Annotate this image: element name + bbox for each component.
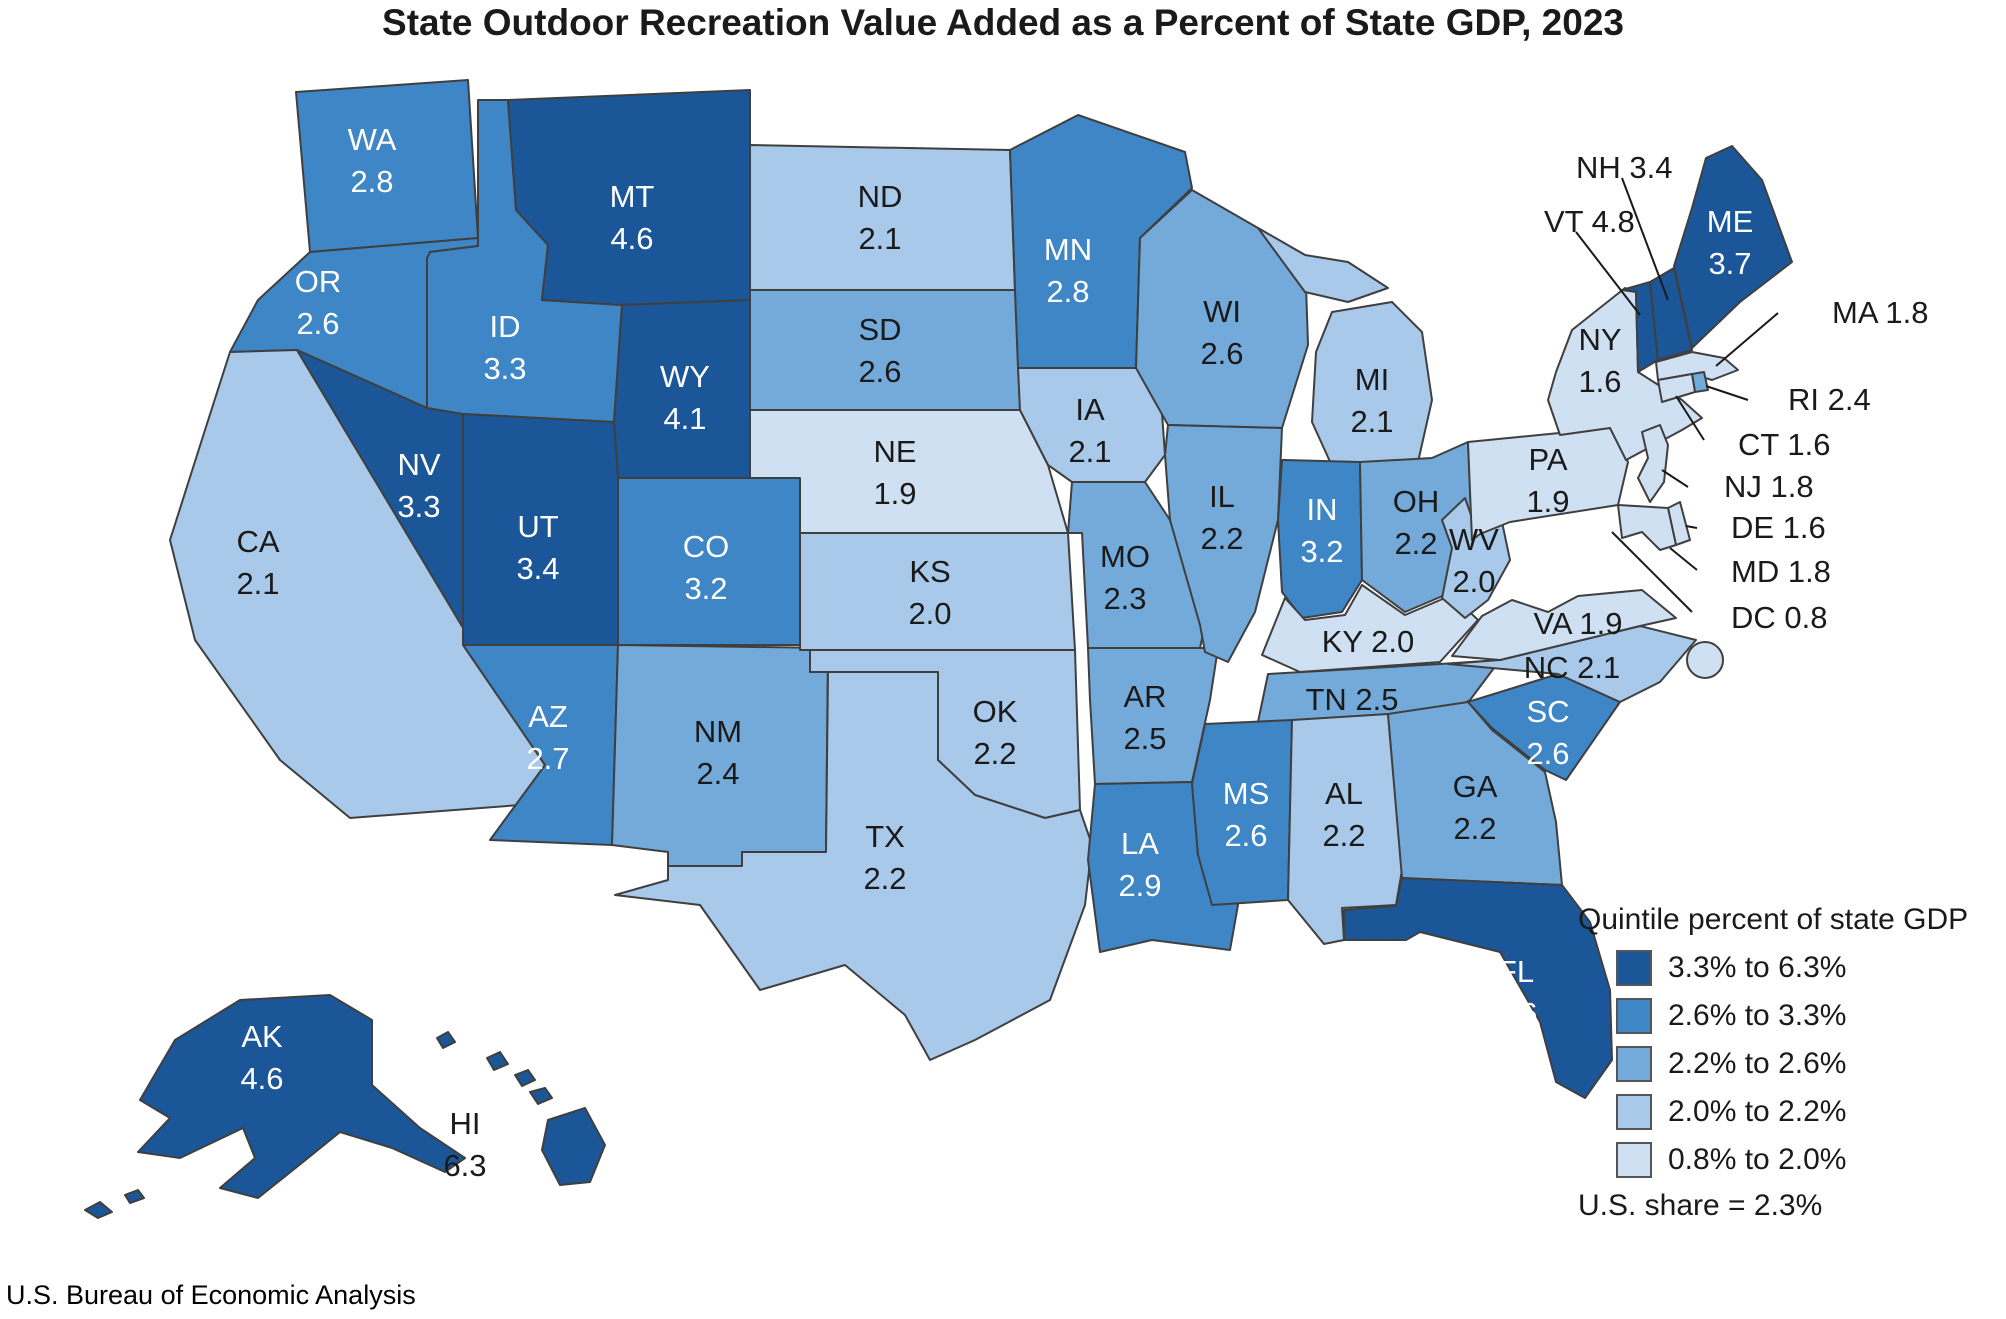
state-ne-label: NE 1.9 bbox=[873, 434, 916, 511]
state-nd-shape bbox=[749, 144, 1016, 291]
state-nd-label: ND 2.1 bbox=[858, 179, 903, 256]
state-mt-shape bbox=[507, 89, 751, 306]
state-oh-label: OH 2.2 bbox=[1393, 484, 1440, 561]
callout-line-nh bbox=[1621, 177, 1669, 301]
state-fl-shape bbox=[1343, 877, 1613, 1099]
state-az-shape bbox=[462, 644, 619, 846]
state-ky-shape bbox=[1261, 584, 1479, 673]
state-hi-label: HI 6.3 bbox=[443, 1106, 486, 1183]
state-sd-label: SD 2.6 bbox=[858, 312, 901, 389]
chart-title: State Outdoor Recreation Value Added as … bbox=[382, 2, 1624, 43]
us-share-note: U.S. share = 2.3% bbox=[1578, 1189, 1823, 1222]
state-ma-label: MA 1.8 bbox=[1832, 295, 1929, 330]
callout-line-de bbox=[1685, 525, 1698, 529]
callout-line-ct bbox=[1675, 395, 1705, 441]
legend-item-quintile-1: 3.3% to 6.3% bbox=[1616, 949, 2003, 987]
callout-line-dc bbox=[1611, 531, 1693, 613]
source-attribution: U.S. Bureau of Economic Analysis bbox=[6, 1280, 416, 1310]
state-il-label: IL 2.2 bbox=[1200, 479, 1243, 556]
legend: Quintile percent of state GDP 3.3% to 6.… bbox=[1578, 903, 2003, 1223]
legend-swatch-quintile-4 bbox=[1616, 1094, 1652, 1130]
state-ga-label: GA 2.2 bbox=[1453, 769, 1498, 846]
state-la-label: LA 2.9 bbox=[1118, 826, 1161, 903]
state-mn-label: MN 2.8 bbox=[1044, 232, 1092, 309]
state-vt-shape bbox=[1621, 281, 1659, 373]
state-ny-shape bbox=[1547, 287, 1703, 461]
state-ok-label: OK 2.2 bbox=[973, 694, 1018, 771]
state-md-label: MD 1.8 bbox=[1731, 554, 1831, 589]
state-ks-shape bbox=[799, 532, 1076, 651]
legend-title: Quintile percent of state GDP bbox=[1578, 903, 1969, 936]
state-tx-shape bbox=[614, 671, 1093, 1061]
legend-swatch-quintile-1 bbox=[1616, 950, 1652, 986]
state-wi-shape bbox=[1135, 189, 1309, 429]
state-al-label: AL 2.2 bbox=[1322, 776, 1365, 853]
state-ct-shape bbox=[1657, 373, 1696, 403]
state-pa-label: PA 1.9 bbox=[1526, 442, 1569, 519]
state-ct-label: CT 1.6 bbox=[1738, 427, 1830, 462]
state-dc-label: DC 0.8 bbox=[1731, 600, 1827, 635]
state-ak-label: AK 4.6 bbox=[240, 1019, 283, 1096]
callout-line-ma bbox=[1715, 312, 1779, 367]
legend-item-quintile-4: 2.0% to 2.2% bbox=[1616, 1093, 2003, 1131]
legend-swatch-quintile-5 bbox=[1616, 1142, 1652, 1178]
state-va-shape bbox=[1451, 589, 1677, 661]
state-il-shape bbox=[1164, 424, 1283, 663]
callout-line-nj bbox=[1661, 469, 1689, 488]
state-ia-label: IA 2.1 bbox=[1068, 392, 1111, 469]
state-va-label: VA 1.9 bbox=[1533, 606, 1622, 641]
legend-swatch-quintile-3 bbox=[1616, 1046, 1652, 1082]
state-nj-label: NJ 1.8 bbox=[1724, 469, 1814, 504]
state-nj-shape bbox=[1637, 424, 1669, 503]
state-de-label: DE 1.6 bbox=[1731, 510, 1826, 545]
callout-line-vt bbox=[1575, 231, 1641, 316]
state-ak-shape bbox=[84, 994, 466, 1219]
callout-line-ri bbox=[1705, 385, 1749, 401]
state-id-label: ID 3.3 bbox=[483, 309, 526, 386]
state-mi-label: MI 2.1 bbox=[1350, 362, 1393, 439]
state-ks-label: KS 2.0 bbox=[908, 554, 951, 631]
state-ms-label: MS 2.6 bbox=[1223, 776, 1270, 853]
state-wi-label: WI 2.6 bbox=[1200, 294, 1243, 371]
state-wa-label: WA 2.8 bbox=[348, 122, 397, 199]
state-az-label: AZ 2.7 bbox=[526, 699, 569, 776]
state-fl-label: FL 3.6 bbox=[1494, 954, 1537, 1031]
state-ms-shape bbox=[1191, 719, 1293, 906]
state-md-shape bbox=[1617, 504, 1677, 551]
state-mo-label: MO 2.3 bbox=[1100, 539, 1150, 616]
state-vt-label: VT 4.8 bbox=[1544, 204, 1635, 239]
state-ar-label: AR 2.5 bbox=[1123, 679, 1166, 756]
state-nc-label: NC 2.1 bbox=[1524, 650, 1620, 685]
state-or-label: OR 2.6 bbox=[295, 264, 342, 341]
callout-line-md bbox=[1669, 547, 1698, 571]
state-ri-label: RI 2.4 bbox=[1788, 382, 1871, 417]
state-wv-label: WV 2.0 bbox=[1449, 522, 1499, 599]
state-co-label: CO 3.2 bbox=[683, 529, 730, 606]
state-sc-label: SC 2.6 bbox=[1526, 694, 1569, 771]
state-tx-label: TX 2.2 bbox=[863, 819, 906, 896]
legend-item-quintile-3: 2.2% to 2.6% bbox=[1616, 1045, 2003, 1083]
state-me-label: ME 3.7 bbox=[1707, 204, 1754, 281]
legend-item-quintile-2: 2.6% to 3.3% bbox=[1616, 997, 2003, 1035]
state-in-label: IN 3.2 bbox=[1300, 492, 1343, 569]
state-ca-label: CA 2.1 bbox=[236, 524, 279, 601]
state-ny-label: NY 1.6 bbox=[1578, 322, 1621, 399]
state-nm-label: NM 2.4 bbox=[694, 714, 742, 791]
state-nh-shape bbox=[1649, 267, 1693, 361]
state-ky-label: KY 2.0 bbox=[1322, 624, 1415, 659]
state-tn-label: TN 2.5 bbox=[1305, 682, 1398, 717]
state-dc-circle bbox=[1686, 641, 1724, 679]
state-mt-label: MT 4.6 bbox=[610, 179, 655, 256]
state-sd-shape bbox=[749, 289, 1021, 411]
legend-swatch-quintile-2 bbox=[1616, 998, 1652, 1034]
state-hi-shape bbox=[436, 1031, 606, 1186]
state-nv-label: NV 3.3 bbox=[397, 447, 440, 524]
state-wy-label: WY 4.1 bbox=[660, 359, 710, 436]
legend-item-quintile-5: 0.8% to 2.0% bbox=[1616, 1141, 2003, 1179]
state-ut-label: UT 3.4 bbox=[516, 509, 559, 586]
state-nh-label: NH 3.4 bbox=[1576, 150, 1672, 185]
state-me-shape bbox=[1673, 145, 1793, 349]
